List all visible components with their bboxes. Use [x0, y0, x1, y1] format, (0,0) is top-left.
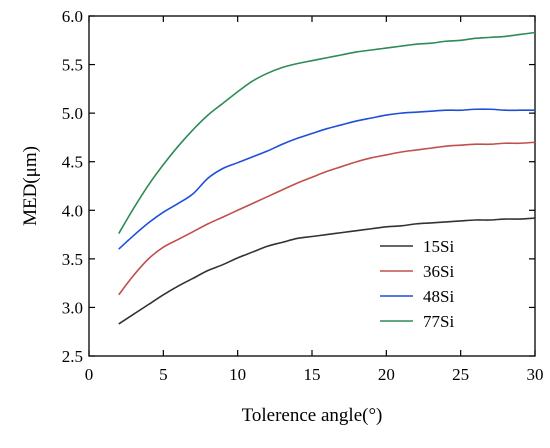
y-axis-title: MED(μm) [20, 146, 41, 226]
x-tick-label: 0 [85, 365, 94, 384]
series-line-77si [118, 31, 536, 235]
legend-label-15si: 15Si [423, 237, 454, 256]
y-tick-label: 3.5 [62, 250, 83, 269]
legend: 15Si 36Si 48Si 77Si [380, 237, 454, 331]
legend-label-48si: 48Si [423, 287, 454, 306]
plot-frame [88, 15, 536, 357]
x-tick-label: 10 [229, 365, 246, 384]
series-line-36si [118, 141, 536, 296]
x-tick-label: 5 [159, 365, 168, 384]
series-lines [118, 31, 536, 325]
y-tick-label: 4.5 [62, 153, 83, 172]
x-tick-label: 25 [452, 365, 469, 384]
y-tick-label: 2.5 [62, 347, 83, 366]
y-tick-label: 3.0 [62, 298, 83, 317]
x-axis-title: Tolerence angle(°) [242, 405, 383, 426]
legend-label-36si: 36Si [423, 262, 454, 281]
y-tick-label: 5.0 [62, 104, 83, 123]
series-line-15si [118, 217, 536, 325]
y-tick-label: 4.0 [62, 201, 83, 220]
x-tick-label: 20 [378, 365, 395, 384]
series-line-48si [118, 108, 535, 250]
x-tick-label: 15 [304, 365, 321, 384]
y-tick-label: 5.5 [62, 56, 83, 75]
y-tick-label: 6.0 [62, 7, 83, 26]
x-tick-label: 30 [527, 365, 544, 384]
legend-label-77si: 77Si [423, 312, 454, 331]
axis-ticks: 0 5 10 15 20 25 30 2.5 3.0 3.5 4.0 4.5 5.0 5.5 6.0 [62, 7, 544, 384]
